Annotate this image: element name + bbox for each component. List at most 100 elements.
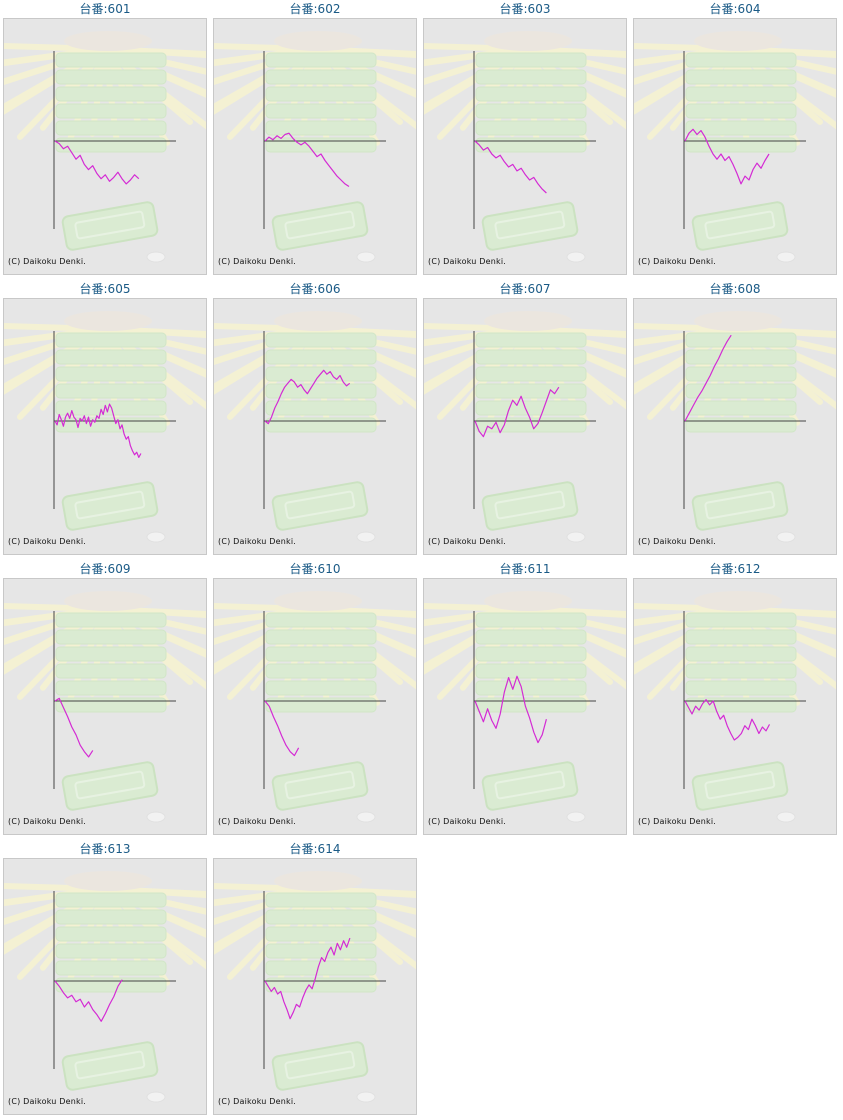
graph-panel: (C) Daikoku Denki. [213,858,417,1115]
machine-title[interactable]: 台番:608 [709,282,761,296]
slump-line [54,140,140,185]
machine-title[interactable]: 台番:603 [499,2,551,16]
tray-shape [265,349,377,365]
balls-shape [274,871,362,891]
tray-shape [55,977,167,993]
tray-shape [265,680,377,696]
graph-panel: (C) Daikoku Denki. [3,858,207,1115]
tray-shape [475,383,587,399]
graph-panel: (C) Daikoku Denki. [213,298,417,555]
slump-line [54,403,142,458]
tray-shape [265,926,377,942]
tray-shape [265,86,377,102]
machine-title[interactable]: 台番:612 [709,562,761,576]
background-art [634,591,836,823]
slump-graph [424,31,626,263]
background-art [634,31,836,263]
tray-shape [475,86,587,102]
machine-title[interactable]: 台番:604 [709,2,761,16]
tray-shape [265,400,377,416]
machine-title[interactable]: 台番:610 [289,562,341,576]
light-ray [522,46,626,58]
bottom-tray-inner [704,210,776,240]
tray-shape [265,960,377,976]
background-art [214,871,416,1103]
light-ray [102,886,206,898]
graph-panel: (C) Daikoku Denki. [423,18,627,275]
machine-graph-cell: 台番:614 (C) Daikoku Denki. [210,840,420,1120]
machine-graph-cell: 台番:613 (C) Daikoku Denki. [0,840,210,1120]
bottom-tray-inner [494,210,566,240]
graph-panel: (C) Daikoku Denki. [423,578,627,835]
graph-panel: (C) Daikoku Denki. [633,578,837,835]
machine-title[interactable]: 台番:614 [289,842,341,856]
graph-panel: (C) Daikoku Denki. [213,578,417,835]
background-art [214,591,416,823]
tray-shape [685,69,797,85]
tray-shape [55,960,167,976]
tray-shape [475,103,587,119]
copyright-text: (C) Daikoku Denki. [428,257,507,266]
machine-title[interactable]: 台番:609 [79,562,131,576]
background-art [4,871,206,1103]
coin-shape [356,531,376,543]
machine-title[interactable]: 台番:607 [499,282,551,296]
slump-line [474,386,560,438]
tray-shape [475,697,587,713]
background-art [214,311,416,543]
machine-title[interactable]: 台番:602 [289,2,341,16]
copyright-text: (C) Daikoku Denki. [218,817,297,826]
tray-shape [475,120,587,136]
tray-shape [55,332,167,348]
machine-title[interactable]: 台番:613 [79,842,131,856]
tray-shape [685,612,797,628]
tray-shape [265,612,377,628]
tray-shape [55,120,167,136]
coin-shape [776,251,796,263]
tray-shape [55,612,167,628]
tray-shape [55,697,167,713]
tray-shape [265,663,377,679]
light-ray [4,43,108,52]
light-ray [4,883,108,892]
tray-shape [55,52,167,68]
tray-shape [55,892,167,908]
machine-title[interactable]: 台番:606 [289,282,341,296]
tray-shape [55,926,167,942]
balls-shape [484,591,572,611]
bottom-tray-inner [284,490,356,520]
balls-shape [64,31,152,51]
tray-shape [475,52,587,68]
machine-title[interactable]: 台番:605 [79,282,131,296]
tray-shape [265,332,377,348]
slump-graph [214,591,416,823]
tray-shape [475,349,587,365]
slump-line [684,128,770,185]
bottom-tray-inner [704,490,776,520]
slump-line [264,369,351,425]
tray-shape [685,663,797,679]
slump-graph [634,311,836,543]
background-art [634,311,836,543]
bottom-tray-inner [704,770,776,800]
machine-title[interactable]: 台番:611 [499,562,551,576]
tray-shape [685,417,797,433]
graph-panel: (C) Daikoku Denki. [633,18,837,275]
tray-shape [475,137,587,153]
slump-graph [4,871,206,1103]
machine-graph-cell: 台番:607 (C) Daikoku Denki. [420,280,630,560]
slump-graph [214,31,416,263]
balls-shape [64,871,152,891]
coin-shape [146,1091,166,1103]
tray-shape [55,366,167,382]
tray-shape [265,417,377,433]
machine-graph-cell: 台番:606 (C) Daikoku Denki. [210,280,420,560]
tray-shape [265,120,377,136]
machine-title[interactable]: 台番:601 [79,2,131,16]
coin-shape [356,811,376,823]
slump-line [474,675,547,744]
bottom-tray-inner [74,1050,146,1080]
slump-graph [634,31,836,263]
coin-shape [146,251,166,263]
